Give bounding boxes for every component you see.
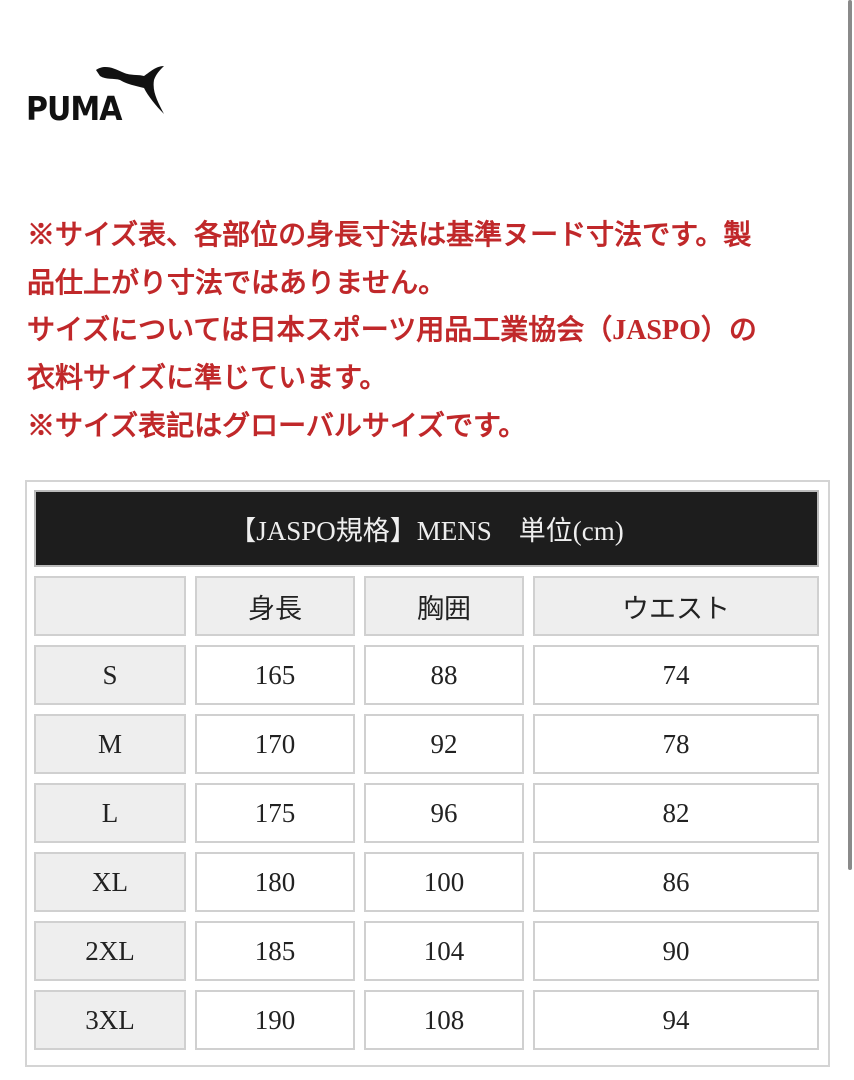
value-cell: 185	[195, 921, 355, 981]
header-cell: 胸囲	[364, 576, 524, 636]
value-cell: 104	[364, 921, 524, 981]
value-cell: 108	[364, 990, 524, 1050]
size-table: 【JASPO規格】MENS 単位(cm) 身長 胸囲 ウエスト S 165 88 74…	[25, 480, 830, 1067]
size-label-cell: M	[34, 714, 186, 774]
header-cell: 身長	[195, 576, 355, 636]
header-cell	[34, 576, 186, 636]
size-label-cell: S	[34, 645, 186, 705]
value-cell: 175	[195, 783, 355, 843]
value-cell: 100	[364, 852, 524, 912]
note-line: 衣料サイズに準じています。	[27, 363, 388, 395]
size-label-cell: XL	[34, 852, 186, 912]
value-cell: 78	[533, 714, 819, 774]
value-cell: 82	[533, 783, 819, 843]
value-cell: 90	[533, 921, 819, 981]
value-cell: 94	[533, 990, 819, 1050]
puma-cat-icon	[96, 66, 164, 114]
table-row: XL 180 100 86	[34, 852, 819, 912]
note-line: ※サイズ表、各部位の身長寸法は基準ヌード寸法です。製	[27, 220, 752, 251]
value-cell: 170	[195, 714, 355, 774]
value-cell: 86	[533, 852, 819, 912]
table-row: S 165 88 74	[34, 645, 819, 705]
note-line: サイズについては日本スポーツ用品工業協会（JASPO）の	[27, 315, 757, 347]
header-cell: ウエスト	[533, 576, 819, 636]
value-cell: 96	[364, 783, 524, 843]
value-cell: 190	[195, 990, 355, 1050]
value-cell: 92	[364, 714, 524, 774]
table-row: 2XL 185 104 90	[34, 921, 819, 981]
size-label-cell: 3XL	[34, 990, 186, 1050]
value-cell: 165	[195, 645, 355, 705]
value-cell: 74	[533, 645, 819, 705]
table-row: L 175 96 82	[34, 783, 819, 843]
table-row: 3XL 190 108 94	[34, 990, 819, 1050]
value-cell: 88	[364, 645, 524, 705]
puma-logo: PUMA	[26, 62, 171, 132]
table-title: 【JASPO規格】MENS 単位(cm)	[34, 490, 819, 567]
size-label-cell: L	[34, 783, 186, 843]
size-label-cell: 2XL	[34, 921, 186, 981]
scrollbar[interactable]	[848, 0, 852, 870]
note-line: ※サイズ表記はグローバルサイズです。	[27, 410, 527, 442]
note-line: 品仕上がり寸法ではありません。	[27, 267, 447, 299]
table-header-row: 身長 胸囲 ウエスト	[34, 576, 819, 636]
value-cell: 180	[195, 852, 355, 912]
table-row: M 170 92 78	[34, 714, 819, 774]
size-notes: ※サイズ表、各部位の身長寸法は基準ヌード寸法です。製 品仕上がり寸法ではありませ…	[27, 212, 827, 451]
